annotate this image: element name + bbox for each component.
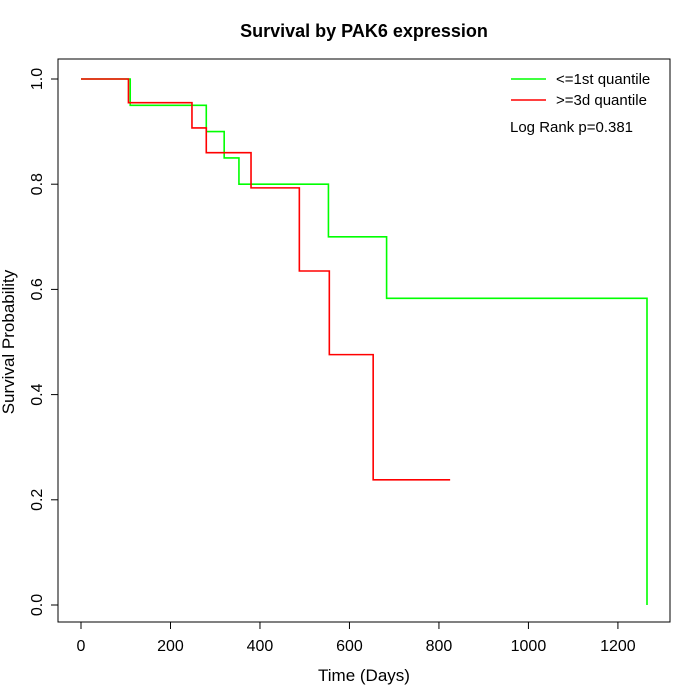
- y-axis: 0.0 0.2 0.4 0.6 0.8 1.0: [29, 68, 59, 616]
- y-tick-label: 0.0: [29, 594, 46, 616]
- series-layer: [81, 78, 648, 605]
- y-tick-label: 0.4: [29, 383, 46, 405]
- x-tick-label: 200: [157, 638, 184, 655]
- x-tick-label: 800: [426, 638, 453, 655]
- y-tick-label: 1.0: [29, 68, 46, 90]
- chart-title: Survival by PAK6 expression: [240, 21, 488, 41]
- y-tick-label: 0.2: [29, 489, 46, 511]
- x-axis: 0 200 400 600 800 1000 1200: [77, 621, 636, 655]
- x-axis-label: Time (Days): [318, 666, 410, 685]
- plot-frame: [57, 58, 671, 623]
- log-rank-annotation: Log Rank p=0.381: [510, 119, 633, 136]
- y-tick-label: 0.8: [29, 173, 46, 195]
- legend-label-2: >=3d quantile: [556, 92, 647, 109]
- y-tick-label: 0.6: [29, 278, 46, 300]
- legend: <=1st quantile >=3d quantile: [511, 71, 650, 109]
- x-tick-label: 1000: [511, 638, 547, 655]
- legend-label-1: <=1st quantile: [556, 71, 650, 88]
- x-tick-label: 0: [77, 638, 86, 655]
- x-tick-label: 400: [247, 638, 274, 655]
- series-line-1: [81, 78, 648, 605]
- x-tick-label: 600: [336, 638, 363, 655]
- y-axis-label: Survival Probability: [0, 269, 18, 414]
- series-line-2: [81, 78, 451, 481]
- x-tick-label: 1200: [600, 638, 636, 655]
